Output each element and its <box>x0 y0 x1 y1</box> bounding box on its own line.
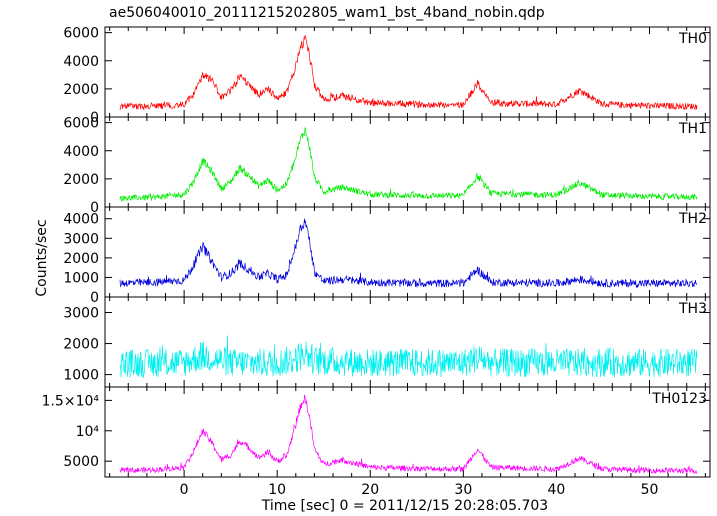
series-line-th0 <box>119 35 698 111</box>
y-axis-title: Counts/sec <box>34 219 50 296</box>
panel-th3: 1000 2000 3000 TH3 <box>63 296 711 388</box>
y-tick-label: 2000 <box>63 251 99 267</box>
y-tick-label: 1000 <box>63 270 99 286</box>
y-tick-label: 10⁴ <box>76 424 100 440</box>
x-tick-label: 10 <box>268 482 286 498</box>
y-tick-label: 6000 <box>63 116 99 132</box>
y-tick-label: 0 <box>90 290 99 306</box>
x-tick-label: 50 <box>641 482 659 498</box>
series-label-th3: TH3 <box>678 301 707 317</box>
panel-th2: 0 1000 2000 3000 4000 TH2 <box>63 206 711 306</box>
series-line-th1 <box>119 127 698 202</box>
y-tick-label: 2000 <box>63 172 99 188</box>
series-line-th2 <box>119 218 698 289</box>
series-label-th0123: TH0123 <box>651 391 707 407</box>
x-tick-label: 20 <box>361 482 379 498</box>
series-label-th1: TH1 <box>678 121 707 137</box>
x-axis-title: Time [sec] 0 = 2011/12/15 20:28:05.703 <box>261 498 548 514</box>
y-tick-label: 0 <box>90 110 99 126</box>
panel-th1: 0 2000 4000 6000 TH1 <box>63 116 711 216</box>
y-tick-label: 1000 <box>63 368 99 384</box>
y-tick-label: 2000 <box>63 337 99 353</box>
y-tick-label: 2000 <box>63 82 99 98</box>
panels: 0 2000 4000 6000 TH0 0 2000 4000 6000 TH1 0 1000 200… <box>42 26 711 478</box>
panel-frame <box>104 386 711 478</box>
panel-frame <box>104 296 711 388</box>
y-tick-label: 5000 <box>63 454 99 470</box>
y-tick-label: 0 <box>90 200 99 216</box>
y-tick-label: 4000 <box>63 144 99 160</box>
panel-th0123: 5000 10⁴ 1.5×10⁴ TH0123 <box>42 386 711 478</box>
series-label-th0: TH0 <box>678 31 707 47</box>
x-axis: 0 10 20 30 40 50 <box>180 482 659 498</box>
y-tick-label: 4000 <box>63 54 99 70</box>
chart-title: ae506040010_20111215202805_wam1_bst_4ban… <box>109 5 545 21</box>
x-tick-label: 40 <box>548 482 566 498</box>
series-line-th0123 <box>119 394 698 475</box>
panel-th0: 0 2000 4000 6000 TH0 <box>63 26 711 126</box>
y-tick-label: 1.5×10⁴ <box>42 393 100 409</box>
x-tick-label: 30 <box>454 482 472 498</box>
y-tick-label: 3000 <box>63 231 99 247</box>
y-tick-label: 4000 <box>63 212 99 228</box>
y-tick-label: 3000 <box>63 306 99 322</box>
x-tick-label: 0 <box>180 482 189 498</box>
y-tick-label: 6000 <box>63 26 99 42</box>
series-label-th2: TH2 <box>678 211 707 227</box>
series-line-th3 <box>119 335 698 378</box>
